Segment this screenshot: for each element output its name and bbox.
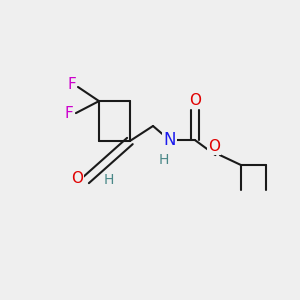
Text: N: N (163, 131, 176, 149)
Text: O: O (189, 93, 201, 108)
Text: F: F (65, 106, 74, 121)
Text: H: H (159, 153, 169, 166)
Text: F: F (68, 77, 76, 92)
Text: O: O (208, 139, 220, 154)
Text: H: H (104, 173, 114, 187)
Text: O: O (71, 171, 83, 186)
